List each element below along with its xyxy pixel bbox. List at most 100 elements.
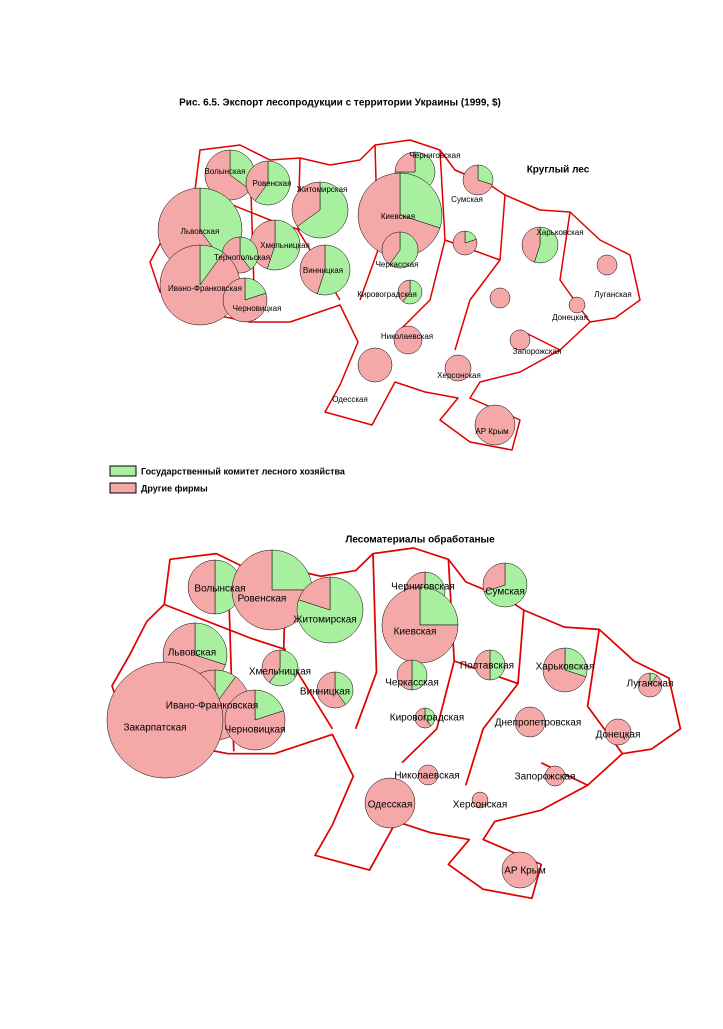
legend-label: Другие фирмы bbox=[141, 483, 208, 493]
region-label: Киевская bbox=[394, 627, 437, 638]
pie-state bbox=[411, 659, 428, 691]
pie-other bbox=[381, 231, 401, 265]
region-label: Херсонская bbox=[453, 800, 508, 811]
region-label: Ивано-Франковская bbox=[168, 284, 242, 293]
pie-other bbox=[596, 254, 618, 276]
region-label: Волынская bbox=[205, 167, 246, 176]
region-label: Кировоградская bbox=[390, 713, 464, 724]
region-label: Хмельницкая bbox=[260, 241, 310, 250]
region-label: Харьковская bbox=[536, 662, 595, 673]
region-label: Волынская bbox=[194, 584, 245, 595]
pie-other bbox=[509, 329, 531, 351]
pie-state bbox=[266, 219, 301, 271]
title: Рис. 6.5. Экспорт лесопродукции с террит… bbox=[179, 98, 501, 109]
pie-state bbox=[399, 172, 443, 229]
legend-label: Государственный комитет лесного хозяйств… bbox=[141, 466, 346, 476]
region-label: Черновицкая bbox=[233, 304, 282, 313]
region-label: Закарпатская bbox=[123, 723, 186, 734]
pie-other bbox=[224, 689, 286, 751]
region-label: Днепропетровская bbox=[495, 718, 582, 729]
pie-other bbox=[364, 777, 416, 829]
pie-other bbox=[106, 661, 224, 779]
pie-state bbox=[316, 244, 351, 296]
pie-state bbox=[564, 647, 588, 678]
pie-other bbox=[222, 277, 268, 323]
region-label: Сумская bbox=[451, 195, 483, 204]
pie-other bbox=[298, 576, 331, 611]
pie-other bbox=[501, 851, 539, 889]
pie-other bbox=[357, 172, 441, 258]
region-label: Одесская bbox=[368, 800, 413, 811]
pie-other bbox=[187, 559, 216, 615]
map-heading: Круглый лес bbox=[527, 165, 590, 176]
map-outline bbox=[149, 139, 641, 451]
pie-other bbox=[462, 164, 493, 196]
pie-state bbox=[296, 181, 349, 239]
pie-other bbox=[396, 659, 413, 691]
region-label: Львовская bbox=[181, 227, 220, 236]
pie-other bbox=[444, 354, 472, 382]
pie-other bbox=[397, 279, 411, 303]
region-label: Тернопольская bbox=[214, 253, 270, 262]
region-label: Николаевская bbox=[381, 332, 433, 341]
region-label: Николаевская bbox=[394, 771, 459, 782]
region-label: Херсонская bbox=[437, 371, 481, 380]
pie-state bbox=[489, 649, 506, 681]
region-label: Ровенская bbox=[238, 594, 287, 605]
region-label: Черкасская bbox=[385, 678, 439, 689]
region-label: Киевская bbox=[381, 212, 415, 221]
pie-other bbox=[471, 791, 489, 809]
pie-other bbox=[568, 296, 586, 314]
legend-swatch bbox=[109, 465, 137, 477]
region-label: АР Крым bbox=[504, 866, 546, 877]
region-label: Черкасская bbox=[376, 260, 419, 269]
region-label: Запорожская bbox=[515, 772, 576, 783]
pie-other bbox=[393, 325, 423, 355]
region-label: Донецкая bbox=[552, 313, 588, 322]
pie-state bbox=[254, 689, 284, 721]
region-label: Львовская bbox=[168, 648, 216, 659]
pie-state bbox=[419, 586, 459, 626]
pie-state bbox=[534, 226, 559, 264]
pie-other bbox=[316, 671, 346, 709]
pie-other bbox=[514, 706, 546, 738]
pie-state bbox=[271, 549, 313, 591]
pie-other bbox=[291, 181, 321, 227]
region-label: Луганская bbox=[627, 679, 674, 690]
region-label: Харьковская bbox=[536, 228, 583, 237]
pie-other bbox=[261, 649, 281, 683]
pie-other bbox=[604, 718, 632, 746]
pie-other bbox=[357, 347, 393, 383]
region-label: Житомирская bbox=[293, 615, 356, 626]
pie-state bbox=[269, 649, 299, 687]
pie-other bbox=[452, 230, 478, 256]
pie-other bbox=[381, 586, 459, 664]
pie-state bbox=[477, 164, 494, 185]
region-label: Житомирская bbox=[297, 185, 348, 194]
pie-state bbox=[424, 707, 436, 727]
pie-state bbox=[194, 622, 228, 666]
pie-other bbox=[521, 226, 541, 263]
region-label: Полтавская bbox=[460, 661, 514, 672]
pie-other bbox=[394, 151, 416, 173]
region-label: Запорожская bbox=[513, 347, 562, 356]
pie-other bbox=[489, 287, 511, 309]
legend-swatch bbox=[109, 482, 137, 494]
pie-other bbox=[299, 244, 326, 295]
region-label: Сумская bbox=[485, 587, 525, 598]
region-label: Черновицкая bbox=[224, 725, 285, 736]
pie-state bbox=[402, 279, 423, 305]
region-label: Ровенская bbox=[253, 179, 292, 188]
pie-other bbox=[482, 562, 506, 593]
region-label: Одесская bbox=[332, 395, 368, 404]
region-label: Донецкая bbox=[596, 730, 641, 741]
pie-state bbox=[254, 160, 291, 206]
pie-other bbox=[637, 672, 663, 698]
pie-state bbox=[239, 236, 259, 270]
pie-other bbox=[474, 404, 516, 446]
pie-other bbox=[544, 765, 566, 787]
region-label: Хмельницкая bbox=[249, 667, 311, 678]
pie-other bbox=[414, 707, 432, 729]
pie-state bbox=[389, 231, 419, 269]
